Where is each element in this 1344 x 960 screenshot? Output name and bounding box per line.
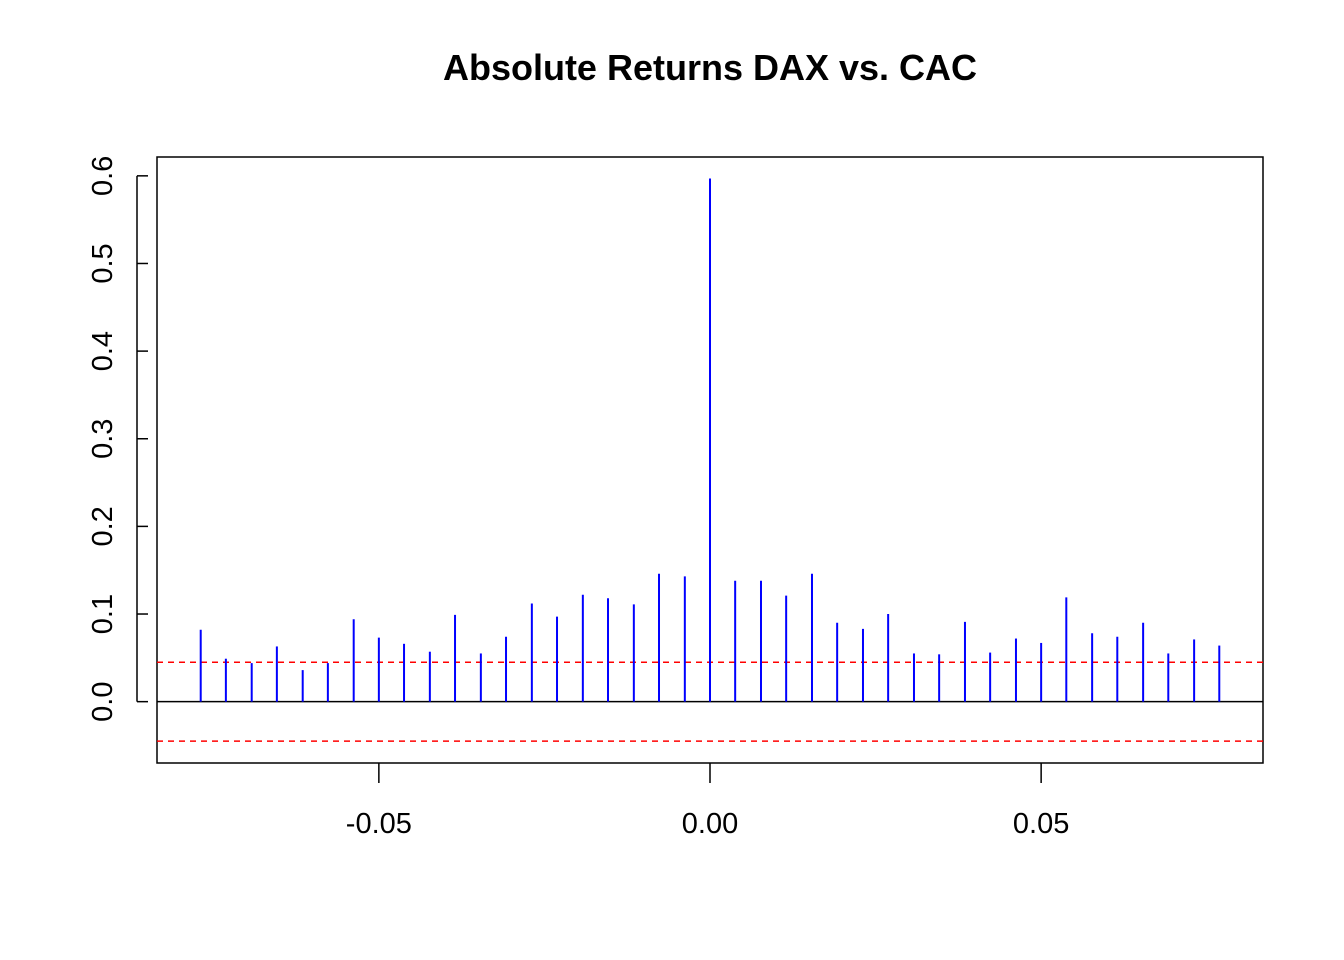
y-tick-label: 0.2 xyxy=(87,506,119,546)
chart-title: Absolute Returns DAX vs. CAC xyxy=(443,47,977,88)
y-axis: 0.0 0.1 0.2 0.3 0.4 0.5 0.6 xyxy=(87,156,148,722)
y-tick-label: 0.5 xyxy=(87,243,119,283)
x-axis: -0.05 0.00 0.05 xyxy=(346,763,1069,840)
x-tick-label: 0.00 xyxy=(682,808,738,840)
y-tick-label: 0.4 xyxy=(87,331,119,371)
y-tick-label: 0.1 xyxy=(87,594,119,634)
y-tick-label: 0.6 xyxy=(87,156,119,196)
y-tick-label: 0.3 xyxy=(87,419,119,459)
y-tick-label: 0.0 xyxy=(87,681,119,721)
x-tick-label: -0.05 xyxy=(346,808,412,840)
bars xyxy=(199,178,1221,702)
x-tick-label: 0.05 xyxy=(1013,808,1069,840)
